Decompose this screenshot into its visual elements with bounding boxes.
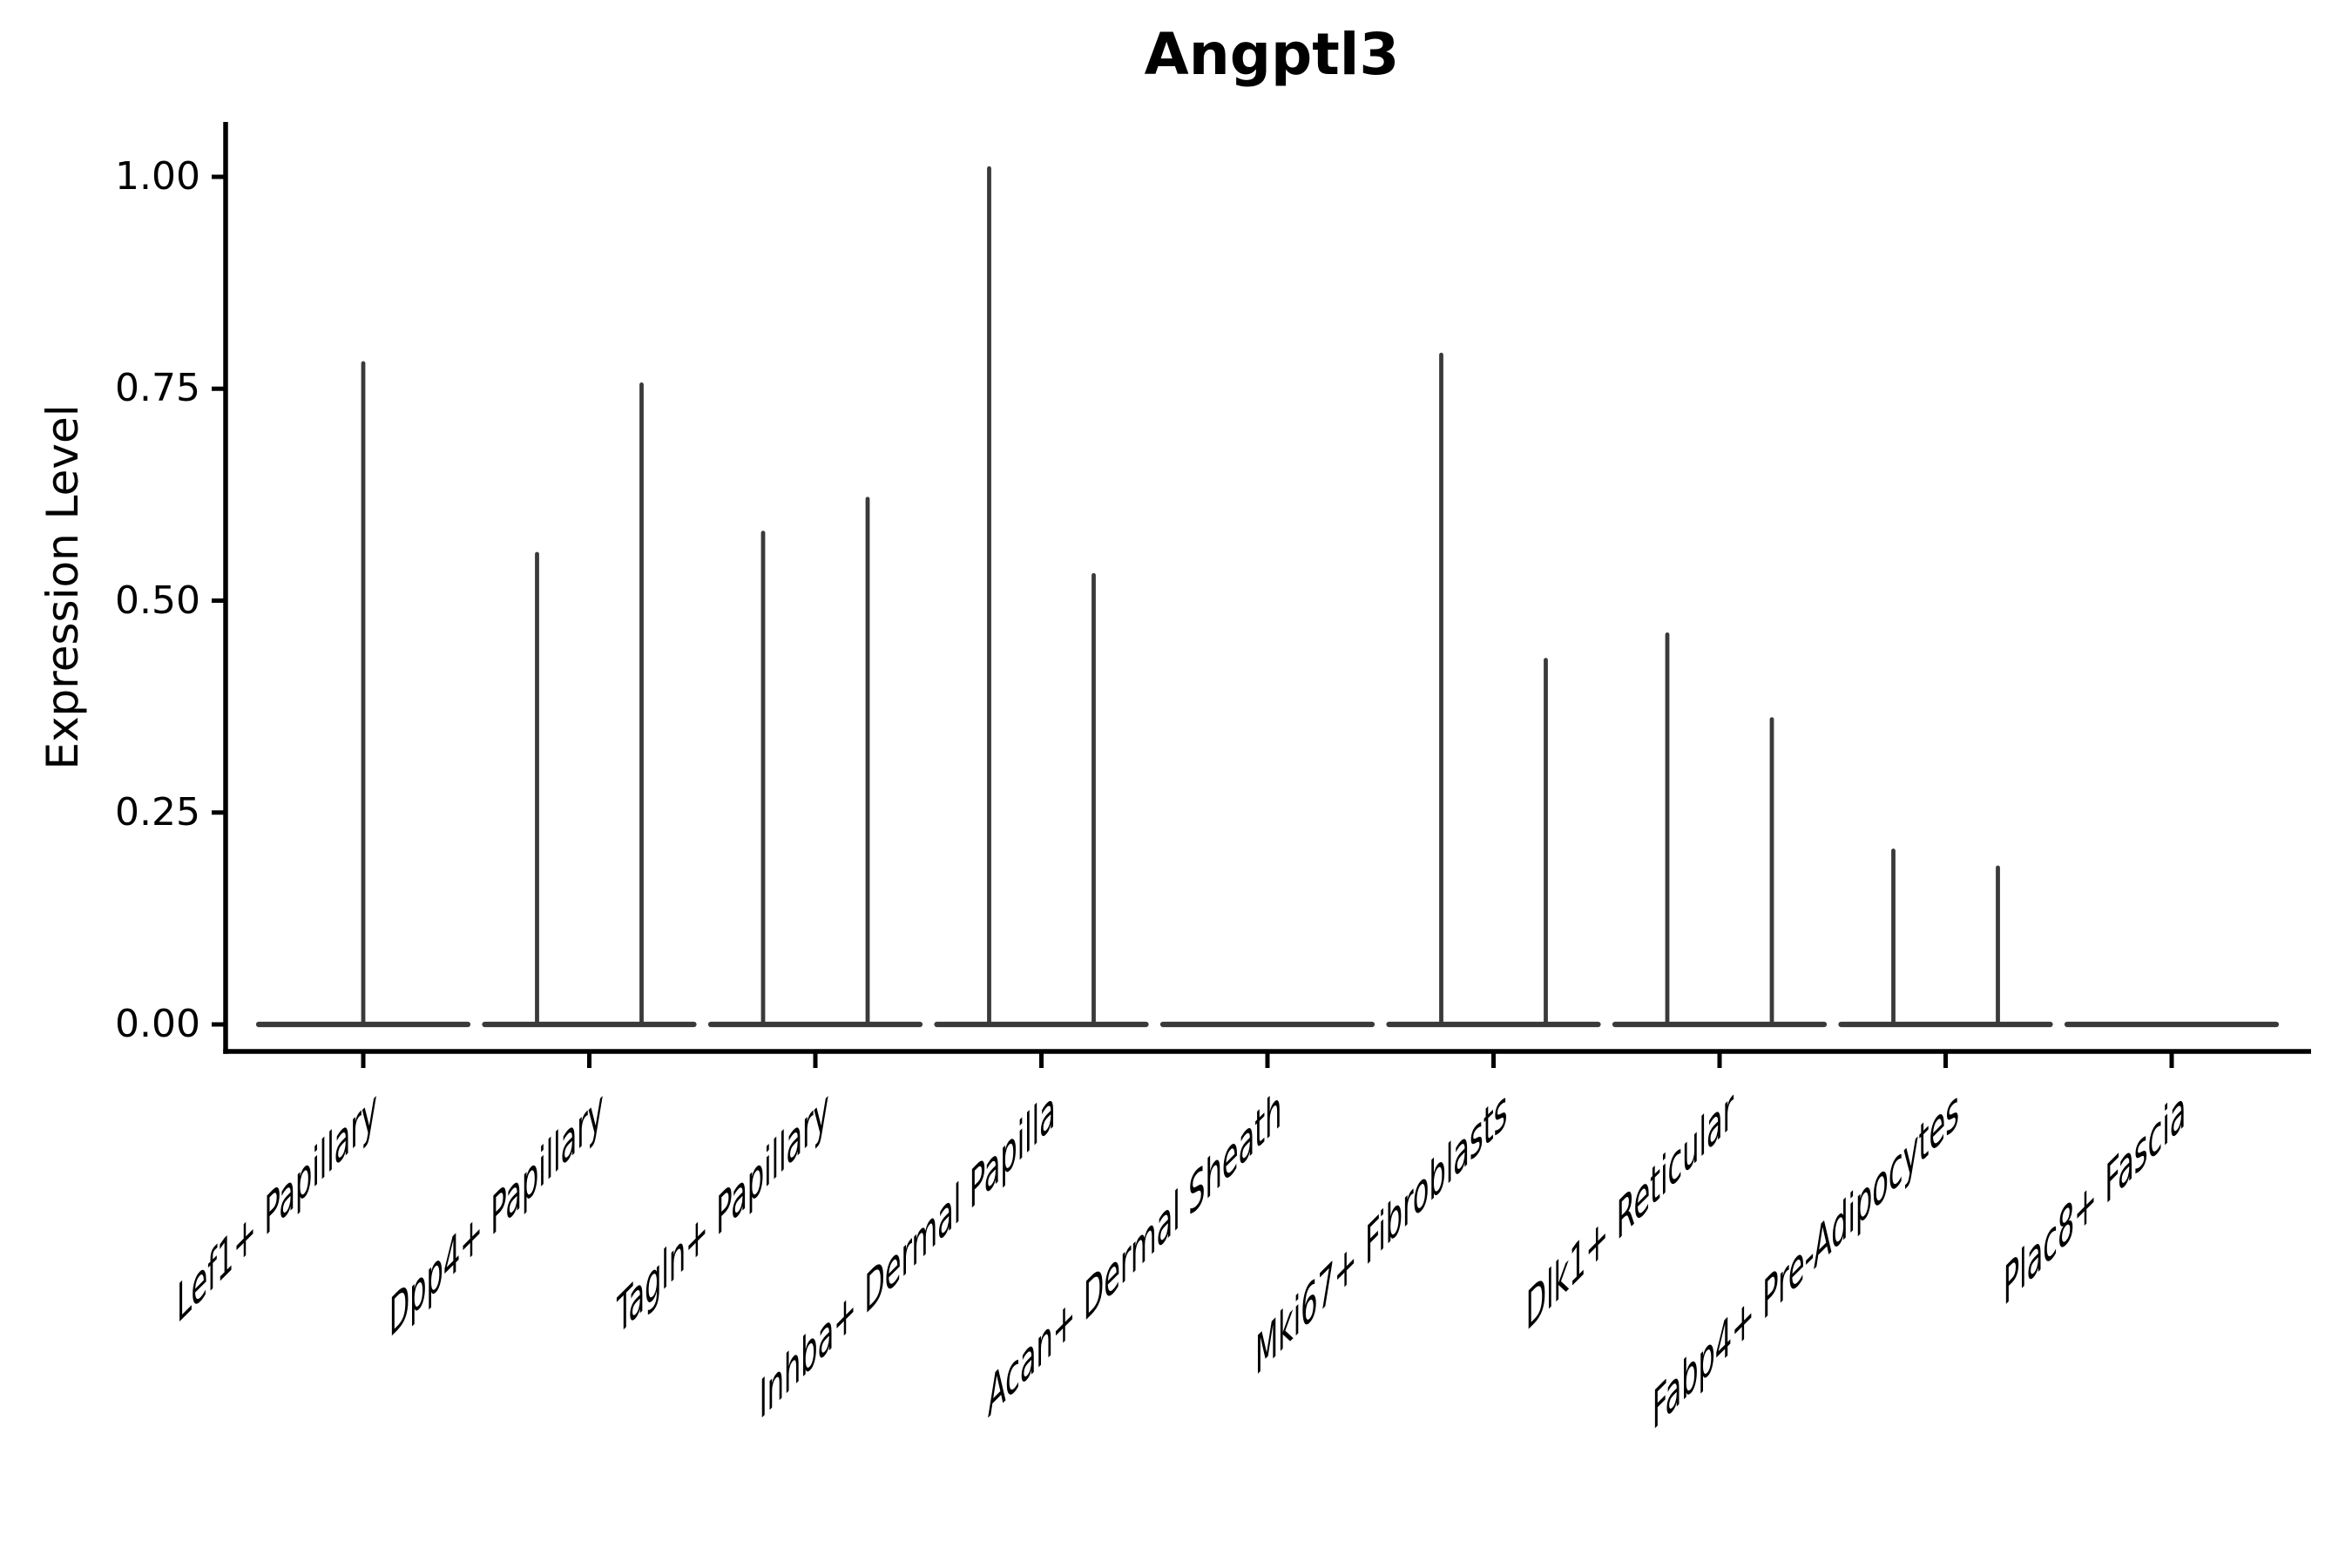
y-tick-label: 0.25 (115, 789, 200, 835)
y-tick-label: 0.00 (115, 1002, 200, 1046)
y-tick-label: 1.00 (115, 154, 200, 199)
chart-title: Angptl3 (1144, 21, 1400, 88)
y-tick-label: 0.75 (115, 366, 200, 411)
y-tick-label: 0.50 (115, 578, 200, 623)
